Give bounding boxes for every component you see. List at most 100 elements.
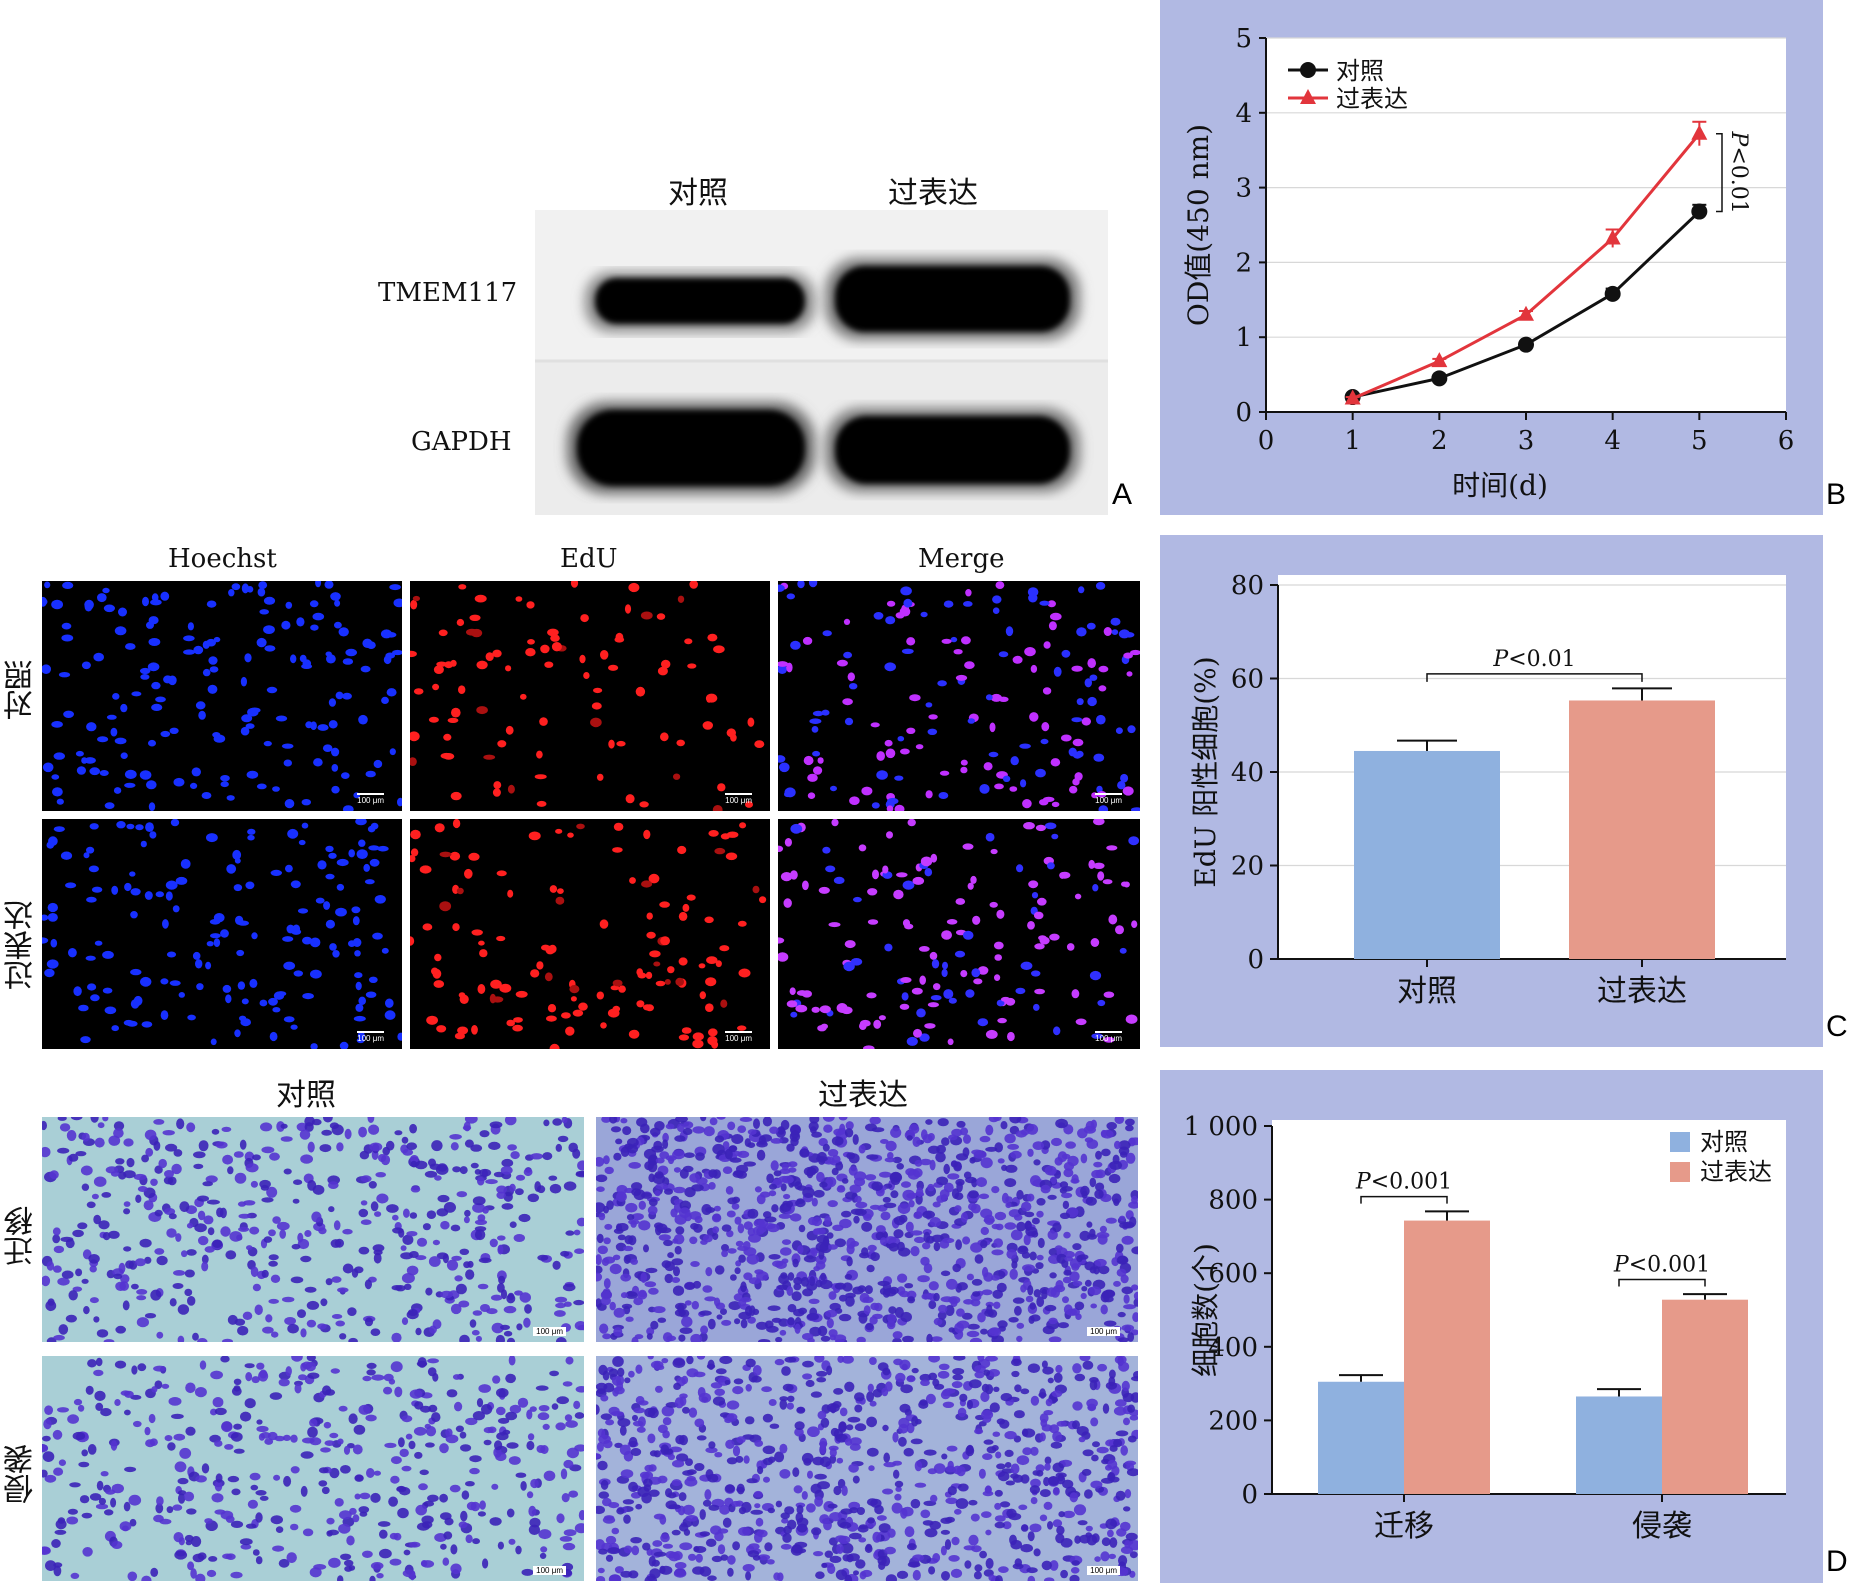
- stained-cell: [523, 1168, 533, 1177]
- cell-nucleus: [646, 931, 656, 939]
- stained-cell: [997, 1158, 1005, 1164]
- cell-nucleus: [878, 1015, 886, 1021]
- stained-cell: [321, 1486, 330, 1495]
- stained-cell: [754, 1503, 761, 1509]
- stained-cell: [598, 1548, 608, 1555]
- stained-cell: [795, 1512, 804, 1523]
- stained-cell: [243, 1200, 256, 1206]
- stained-cell: [614, 1566, 624, 1574]
- stained-cell: [428, 1404, 438, 1413]
- stained-cell: [221, 1126, 232, 1132]
- stained-cell: [574, 1412, 584, 1419]
- stained-cell: [1080, 1292, 1087, 1300]
- stained-cell: [656, 1365, 665, 1370]
- stained-cell: [1125, 1118, 1135, 1126]
- stained-cell: [43, 1418, 52, 1430]
- stained-cell: [1121, 1235, 1134, 1245]
- stained-cell: [573, 1299, 584, 1306]
- stained-cell: [691, 1184, 704, 1192]
- cell-nucleus: [432, 968, 442, 979]
- stained-cell: [600, 1290, 612, 1300]
- cell-nucleus: [678, 957, 688, 966]
- stained-cell: [842, 1554, 851, 1562]
- stained-cell: [299, 1129, 311, 1140]
- stained-cell: [793, 1277, 803, 1285]
- stained-cell: [1090, 1480, 1103, 1489]
- stained-cell: [790, 1130, 800, 1139]
- cell-nucleus: [1042, 687, 1052, 695]
- stained-cell: [773, 1572, 781, 1581]
- cell-nucleus: [235, 915, 244, 925]
- cell-nucleus: [897, 736, 905, 742]
- stained-cell: [1006, 1249, 1017, 1260]
- cell-nucleus: [191, 767, 201, 777]
- stained-cell: [643, 1244, 649, 1253]
- cell-nucleus: [872, 869, 879, 880]
- stained-cell: [985, 1146, 998, 1152]
- stained-cell: [667, 1492, 677, 1499]
- stained-cell: [497, 1283, 505, 1293]
- stained-cell: [957, 1483, 969, 1492]
- stained-cell: [416, 1237, 428, 1247]
- stained-cell: [1084, 1489, 1093, 1499]
- stained-cell: [1052, 1487, 1060, 1496]
- stained-cell: [88, 1254, 100, 1264]
- cell-nucleus: [687, 663, 697, 669]
- stained-cell: [1044, 1304, 1057, 1312]
- cell-nucleus: [692, 1032, 704, 1041]
- cell-nucleus: [458, 992, 466, 998]
- stained-cell: [994, 1502, 1002, 1510]
- stained-cell: [601, 1117, 611, 1123]
- cell-nucleus: [907, 819, 916, 827]
- cell-nucleus: [443, 733, 452, 741]
- stained-cell: [869, 1117, 881, 1125]
- stained-cell: [807, 1470, 813, 1479]
- cell-nucleus: [780, 872, 793, 882]
- cell-nucleus: [867, 888, 878, 896]
- cell-nucleus: [985, 1029, 998, 1039]
- stained-cell: [596, 1186, 605, 1192]
- stained-cell: [890, 1190, 899, 1199]
- stained-cell: [1121, 1286, 1134, 1295]
- cell-nucleus: [1087, 658, 1096, 669]
- cell-nucleus: [677, 595, 685, 603]
- stained-cell: [61, 1270, 74, 1279]
- stained-cell: [764, 1216, 777, 1223]
- cell-nucleus: [357, 1031, 365, 1040]
- stained-cell: [951, 1536, 960, 1546]
- stained-cell: [967, 1323, 980, 1330]
- stained-cell: [214, 1440, 223, 1447]
- stained-cell: [819, 1456, 831, 1468]
- stained-cell: [564, 1414, 573, 1422]
- stained-cell: [478, 1257, 492, 1264]
- stained-cell: [87, 1444, 97, 1455]
- stained-cell: [737, 1150, 750, 1158]
- stained-cell: [337, 1287, 349, 1293]
- stained-cell: [839, 1521, 852, 1529]
- cell-nucleus: [358, 714, 368, 725]
- cell-nucleus: [871, 802, 880, 809]
- significance-bracket: [1716, 132, 1723, 213]
- stained-cell: [1101, 1129, 1114, 1139]
- stained-cell: [555, 1422, 566, 1431]
- stained-cell: [613, 1307, 625, 1318]
- cell-nucleus: [1002, 775, 1011, 782]
- stained-cell: [768, 1254, 781, 1260]
- stained-cell: [607, 1547, 621, 1555]
- stained-cell: [270, 1274, 281, 1283]
- stained-cell: [479, 1500, 486, 1510]
- stained-cell: [743, 1221, 753, 1230]
- cell-nucleus: [1127, 725, 1136, 734]
- stained-cell: [630, 1448, 642, 1456]
- stained-cell: [391, 1285, 403, 1291]
- stained-cell: [652, 1173, 666, 1185]
- stained-cell: [202, 1181, 213, 1187]
- cell-nucleus: [612, 1005, 621, 1013]
- cell-nucleus: [569, 985, 580, 994]
- cell-nucleus: [166, 951, 177, 958]
- stained-cell: [855, 1201, 868, 1209]
- cell-nucleus: [272, 1007, 281, 1013]
- stained-cell: [1045, 1398, 1053, 1407]
- stained-cell: [1094, 1556, 1101, 1562]
- cell-nucleus: [268, 997, 278, 1006]
